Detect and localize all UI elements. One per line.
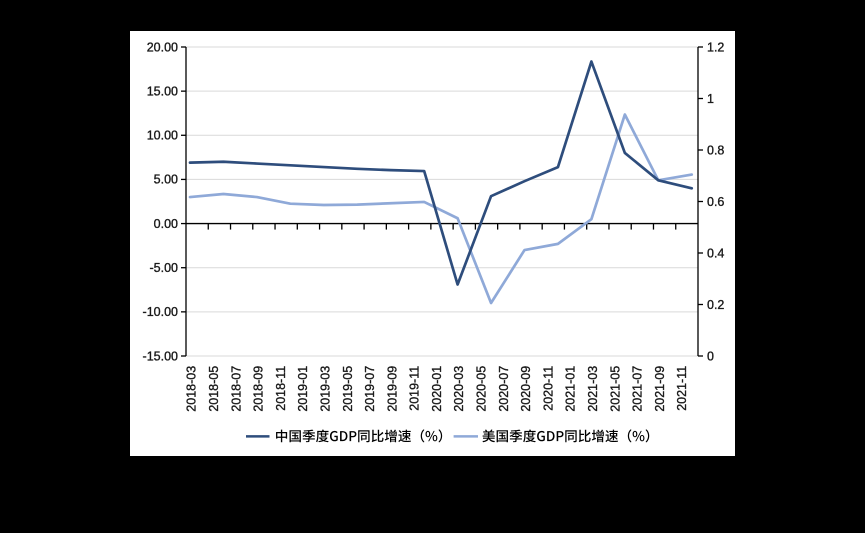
svg-text:20.00: 20.00 [147, 40, 178, 54]
svg-text:2021-05: 2021-05 [608, 366, 622, 412]
svg-text:0.2: 0.2 [707, 298, 724, 312]
svg-text:2019-07: 2019-07 [363, 366, 377, 412]
svg-text:2019-09: 2019-09 [385, 366, 399, 412]
svg-text:2019-05: 2019-05 [341, 366, 355, 412]
svg-text:0.6: 0.6 [707, 195, 724, 209]
svg-text:2021-03: 2021-03 [586, 366, 600, 412]
svg-text:2018-11: 2018-11 [274, 366, 288, 411]
svg-text:0.8: 0.8 [707, 143, 724, 157]
svg-text:2021-09: 2021-09 [653, 366, 667, 412]
svg-text:2020-03: 2020-03 [452, 366, 466, 412]
svg-text:2019-03: 2019-03 [318, 366, 332, 412]
svg-text:2018-09: 2018-09 [252, 366, 266, 412]
svg-text:2020-09: 2020-09 [519, 366, 533, 412]
svg-text:2020-05: 2020-05 [475, 366, 489, 412]
svg-text:-10.00: -10.00 [143, 305, 178, 319]
svg-text:0.00: 0.00 [154, 217, 178, 231]
svg-text:2018-07: 2018-07 [229, 366, 243, 412]
svg-text:-15.00: -15.00 [143, 349, 178, 363]
svg-text:0: 0 [707, 349, 714, 363]
svg-text:2020-11: 2020-11 [541, 366, 555, 411]
svg-text:1: 1 [707, 92, 714, 106]
svg-text:2020-07: 2020-07 [497, 366, 511, 412]
svg-text:2018-05: 2018-05 [207, 366, 221, 412]
svg-text:2020-01: 2020-01 [430, 366, 444, 412]
svg-text:2021-11: 2021-11 [675, 366, 689, 411]
svg-text:2018-03: 2018-03 [185, 366, 199, 412]
svg-text:5.00: 5.00 [154, 173, 178, 187]
svg-text:-5.00: -5.00 [150, 261, 179, 275]
svg-text:2021-01: 2021-01 [564, 366, 578, 412]
svg-text:2019-11: 2019-11 [408, 366, 422, 411]
svg-text:0.4: 0.4 [707, 246, 724, 260]
svg-text:2019-01: 2019-01 [296, 366, 310, 412]
svg-text:1.2: 1.2 [707, 40, 724, 54]
svg-text:2021-07: 2021-07 [631, 366, 645, 412]
svg-text:15.00: 15.00 [147, 84, 178, 98]
svg-text:10.00: 10.00 [147, 129, 178, 143]
